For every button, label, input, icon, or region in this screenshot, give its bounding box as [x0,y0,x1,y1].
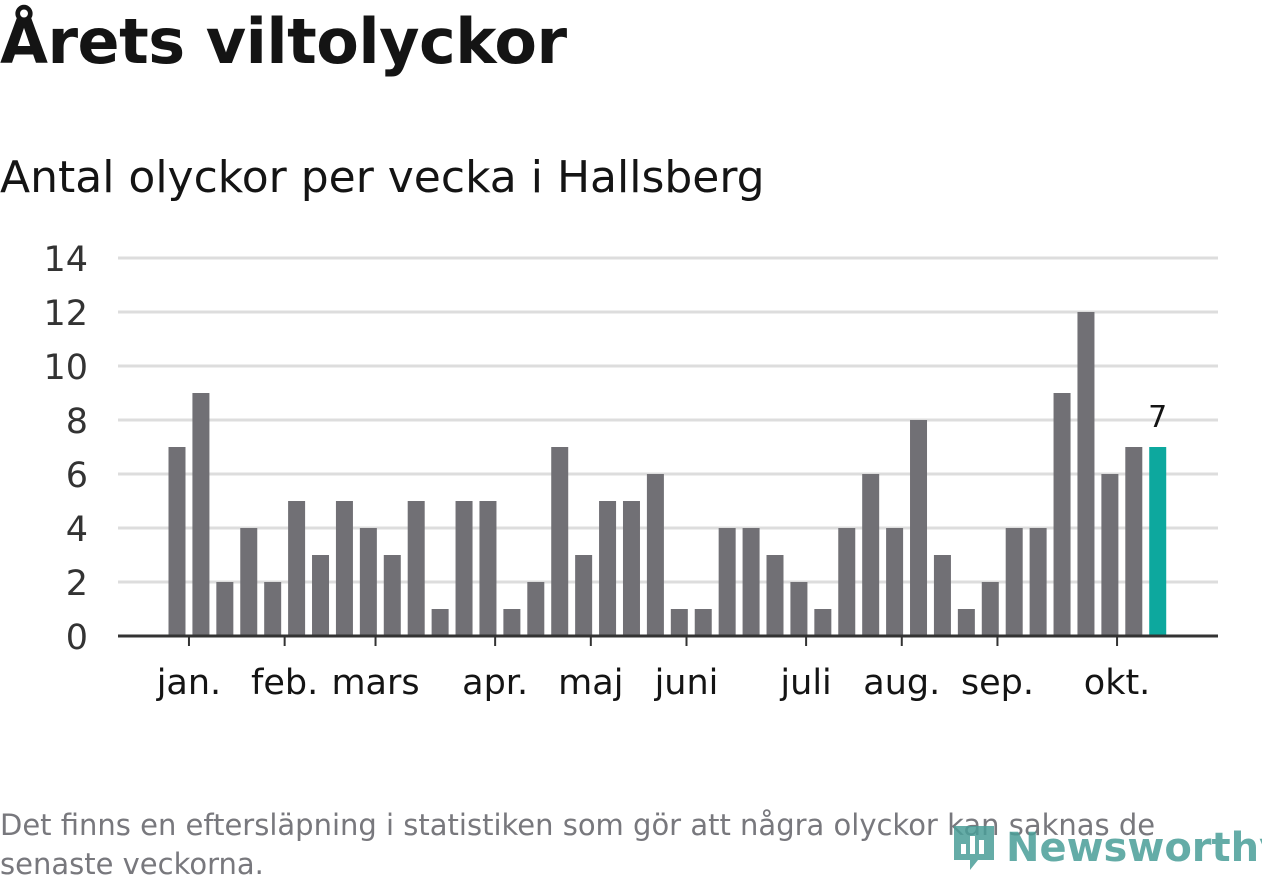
y-tick-label: 10 [43,348,88,388]
newsworthy-logo: Newsworthy [950,820,1262,876]
x-tick-label: juni [654,663,719,703]
x-tick-label: jan. [156,663,221,703]
bar [551,447,569,636]
bar [910,420,928,636]
bar [1005,528,1023,636]
bar [240,528,258,636]
bar [503,609,521,636]
bar [1077,312,1095,636]
bar [957,609,975,636]
bar [1053,393,1071,636]
bar [288,501,306,636]
bar [814,609,832,636]
bar [646,474,664,636]
bar [1101,474,1119,636]
bar [1029,528,1047,636]
x-tick-label: okt. [1084,663,1151,703]
bar [622,501,640,636]
bar [575,555,593,636]
bar [527,582,545,636]
bar [766,555,784,636]
bars [168,312,1167,636]
bar [168,447,186,636]
bar [599,501,617,636]
bar [718,528,736,636]
bar [694,609,712,636]
x-tick-label: juli [779,663,831,703]
bar [933,555,951,636]
bar [335,501,353,636]
data-labels: 7 [1148,400,1167,435]
chart-subtitle: Antal olyckor per vecka i Hallsberg [0,152,765,203]
y-tick-label: 8 [66,402,88,442]
bar [981,582,999,636]
bar [383,555,401,636]
bar-chart: 0 2 4 6 8 10 12 14 jan. feb. mars apr. maj juni juli a… [43,240,1218,703]
bar [407,501,425,636]
bar [359,528,377,636]
bar [862,474,880,636]
chart-title: Årets viltolyckor [0,5,567,78]
last-value-label: 7 [1148,400,1167,435]
bar [192,393,210,636]
newsworthy-logo-text: Newsworthy [1006,825,1262,871]
bar-highlight [1149,447,1167,636]
x-tick-label: mars [331,663,419,703]
x-tick-label: aug. [863,663,940,703]
y-tick-label: 2 [66,564,88,604]
bar [479,501,497,636]
bar [838,528,856,636]
y-axis-ticks: 0 2 4 6 8 10 12 14 [43,240,88,658]
x-tick-label: apr. [462,663,528,703]
bar [670,609,688,636]
y-tick-label: 0 [66,618,88,658]
y-tick-label: 4 [66,510,88,550]
bar [216,582,234,636]
x-tick-label: maj [558,663,623,703]
x-tick-label: sep. [961,663,1034,703]
bar [455,501,473,636]
gridlines [118,256,1218,584]
y-tick-label: 14 [43,240,88,280]
x-tick-label: feb. [251,663,318,703]
bar [886,528,904,636]
bar [742,528,760,636]
y-tick-label: 12 [43,294,88,334]
x-axis-ticks: jan. feb. mars apr. maj juni juli aug. sep. okt. [156,636,1151,703]
bar [264,582,282,636]
bar [1125,447,1143,636]
bar [431,609,449,636]
bar [790,582,808,636]
newsworthy-logo-icon [954,826,994,870]
bar [312,555,330,636]
y-tick-label: 6 [66,456,88,496]
